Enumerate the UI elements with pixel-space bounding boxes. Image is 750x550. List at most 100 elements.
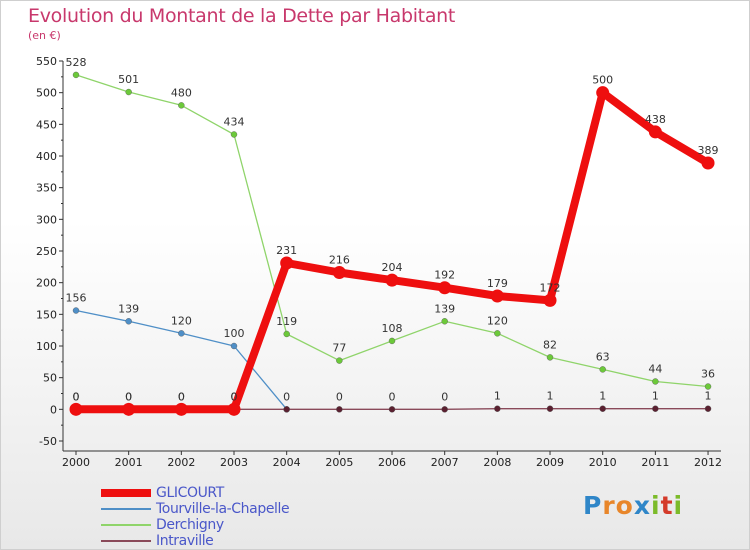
data-point-derchigny (599, 366, 606, 373)
y-tick-label: 200 (36, 277, 57, 290)
x-tick-label: 2000 (62, 456, 90, 469)
x-tick-label: 2010 (589, 456, 617, 469)
data-point-tourville-la-chapelle (230, 342, 238, 350)
y-tick-label: 250 (36, 245, 57, 258)
legend-item-derchigny: Derchigny (101, 517, 361, 533)
data-label-glicourt: 192 (434, 269, 455, 282)
chart-title: Evolution du Montant de la Dette par Hab… (28, 5, 456, 27)
x-tick-label: 2011 (641, 456, 669, 469)
legend-swatch (101, 489, 151, 497)
y-tick-label: 50 (43, 372, 57, 385)
x-tick-label: 2002 (167, 456, 195, 469)
data-point-glicourt (543, 293, 557, 307)
data-label-intraville: 0 (73, 390, 80, 403)
y-tick-label: 350 (36, 182, 57, 195)
data-point-intraville (441, 406, 448, 413)
y-tick-label: 100 (36, 340, 57, 353)
data-point-glicourt (438, 281, 452, 295)
data-label-tourville-la-chapelle: 156 (66, 292, 87, 305)
data-label-glicourt: 438 (645, 113, 666, 126)
data-point-derchigny (546, 354, 554, 361)
data-label-intraville: 1 (705, 390, 712, 403)
data-label-glicourt: 231 (276, 244, 297, 257)
legend-label: Derchigny (156, 517, 224, 533)
data-point-intraville (494, 405, 501, 412)
y-tick-label: -50 (39, 435, 57, 448)
data-label-intraville: 1 (547, 390, 554, 403)
data-point-derchigny (494, 330, 501, 337)
data-label-intraville: 0 (441, 390, 448, 403)
legend-item-tourville-la-chapelle: Tourville-la-Chapelle (101, 501, 361, 517)
legend-swatch (101, 508, 151, 510)
data-point-glicourt (648, 125, 662, 139)
chart-subtitle: (en €) (28, 29, 61, 42)
y-tick-label: 150 (36, 308, 57, 321)
data-label-derchigny: 434 (224, 115, 245, 128)
data-label-intraville: 0 (336, 390, 343, 403)
legend-item-intraville: Intraville (101, 533, 361, 549)
data-label-intraville: 1 (652, 390, 659, 403)
x-tick-label: 2004 (273, 456, 301, 469)
data-point-derchigny (125, 88, 132, 96)
x-tick-label: 2009 (536, 456, 564, 469)
data-label-glicourt: 0 (125, 390, 132, 403)
logo-letter: i (651, 491, 661, 520)
data-point-intraville (336, 406, 343, 413)
data-point-derchigny (652, 378, 659, 385)
y-tick-label: 0 (50, 403, 57, 416)
data-label-intraville: 0 (125, 390, 132, 403)
data-label-derchigny: 119 (276, 315, 297, 328)
data-label-intraville: 0 (178, 390, 185, 403)
series-line-glicourt (72, 88, 712, 414)
data-label-derchigny: 480 (171, 86, 192, 99)
y-tick-label: 300 (36, 213, 57, 226)
proxiti-logo: Proxiti (583, 491, 683, 520)
data-point-glicourt (332, 266, 346, 280)
data-point-tourville-la-chapelle (125, 318, 132, 325)
data-label-derchigny: 120 (487, 314, 508, 327)
data-point-glicourt (280, 256, 294, 270)
data-label-glicourt: 0 (73, 390, 80, 403)
x-tick-label: 2005 (325, 456, 353, 469)
data-label-glicourt: 204 (382, 261, 403, 274)
legend-item-glicourt: GLICOURT (101, 485, 361, 501)
y-tick-label: 550 (36, 55, 57, 68)
data-point-glicourt (122, 402, 136, 416)
data-point-derchigny (388, 337, 396, 345)
data-label-glicourt: 0 (178, 390, 185, 403)
y-tick-label: 450 (36, 118, 57, 131)
y-tick-label: 500 (36, 87, 57, 100)
x-tick-label: 2006 (378, 456, 406, 469)
data-label-derchigny: 63 (596, 350, 610, 363)
data-point-intraville (704, 405, 712, 412)
data-point-glicourt (227, 402, 241, 416)
data-label-intraville: 0 (283, 390, 290, 403)
x-tick-label: 2008 (483, 456, 511, 469)
data-point-glicourt (69, 402, 83, 416)
data-label-intraville: 0 (231, 390, 238, 403)
data-point-glicourt (701, 156, 715, 170)
logo-letter: P (583, 491, 603, 520)
legend: GLICOURT Tourville-la-Chapelle Derchigny In… (101, 485, 361, 549)
data-label-tourville-la-chapelle: 100 (224, 327, 245, 340)
legend-label: Tourville-la-Chapelle (156, 501, 290, 517)
data-label-derchigny: 44 (648, 362, 662, 375)
logo-letter: x (633, 491, 651, 520)
data-point-intraville (599, 405, 606, 412)
data-label-tourville-la-chapelle: 139 (118, 302, 139, 315)
data-point-intraville (283, 406, 290, 413)
data-label-derchigny: 528 (66, 56, 87, 69)
data-label-glicourt: 500 (592, 74, 613, 87)
data-point-derchigny (178, 102, 185, 109)
data-point-derchigny (72, 71, 80, 79)
data-label-derchigny: 501 (118, 73, 139, 86)
logo-letter: t (660, 491, 674, 520)
data-label-derchigny: 139 (434, 302, 455, 315)
data-label-intraville: 0 (389, 390, 396, 403)
data-point-derchigny (336, 357, 343, 364)
legend-label: Intraville (156, 533, 214, 549)
logo-letter: i (673, 491, 684, 520)
data-label-intraville: 1 (494, 390, 501, 403)
